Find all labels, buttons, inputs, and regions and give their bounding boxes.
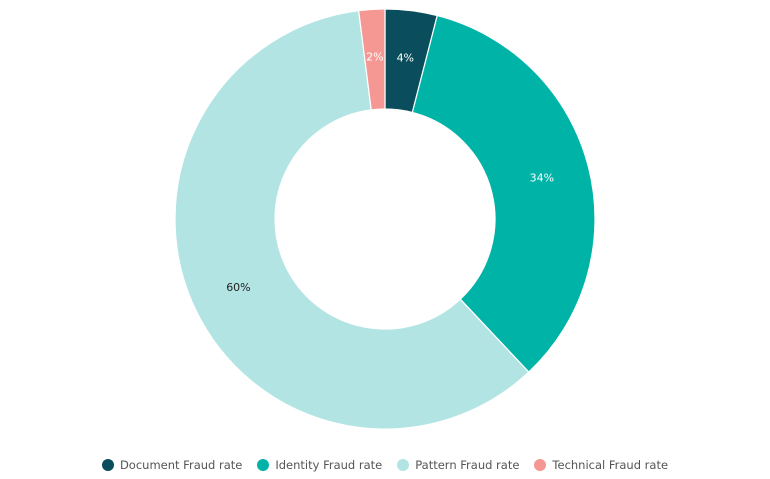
legend-swatch <box>534 459 547 471</box>
legend-label: Identity Fraud rate <box>275 458 383 472</box>
legend-item-technical-fraud[interactable]: Technical Fraud rate <box>534 458 668 472</box>
donut-chart: 4% 34% 60% 2% <box>174 8 596 430</box>
slice-value-label: 2% <box>366 50 383 63</box>
legend-label: Pattern Fraud rate <box>415 458 520 472</box>
legend-swatch <box>257 459 270 471</box>
slice-value-label: 34% <box>530 172 554 185</box>
chart-legend: Document Fraud rate Identity Fraud rate … <box>0 455 770 475</box>
legend-label: Technical Fraud rate <box>552 458 669 472</box>
legend-item-identity-fraud[interactable]: Identity Fraud rate <box>257 458 382 472</box>
donut-slice-technical-fraud-rate[interactable] <box>358 8 386 111</box>
legend-item-document-fraud[interactable]: Document Fraud rate <box>101 458 243 472</box>
legend-item-pattern-fraud[interactable]: Pattern Fraud rate <box>397 458 519 472</box>
legend-swatch <box>101 459 114 471</box>
legend-swatch <box>397 459 410 471</box>
slice-value-label: 60% <box>226 281 250 294</box>
legend-label: Document Fraud rate <box>119 458 243 472</box>
donut-slices <box>174 8 596 430</box>
donut-slice-identity-fraud-rate[interactable] <box>411 14 596 373</box>
slice-labels: 4% 34% 60% 2% <box>226 50 554 294</box>
donut-slice-pattern-fraud-rate[interactable] <box>174 9 530 430</box>
slice-value-label: 4% <box>397 51 414 64</box>
